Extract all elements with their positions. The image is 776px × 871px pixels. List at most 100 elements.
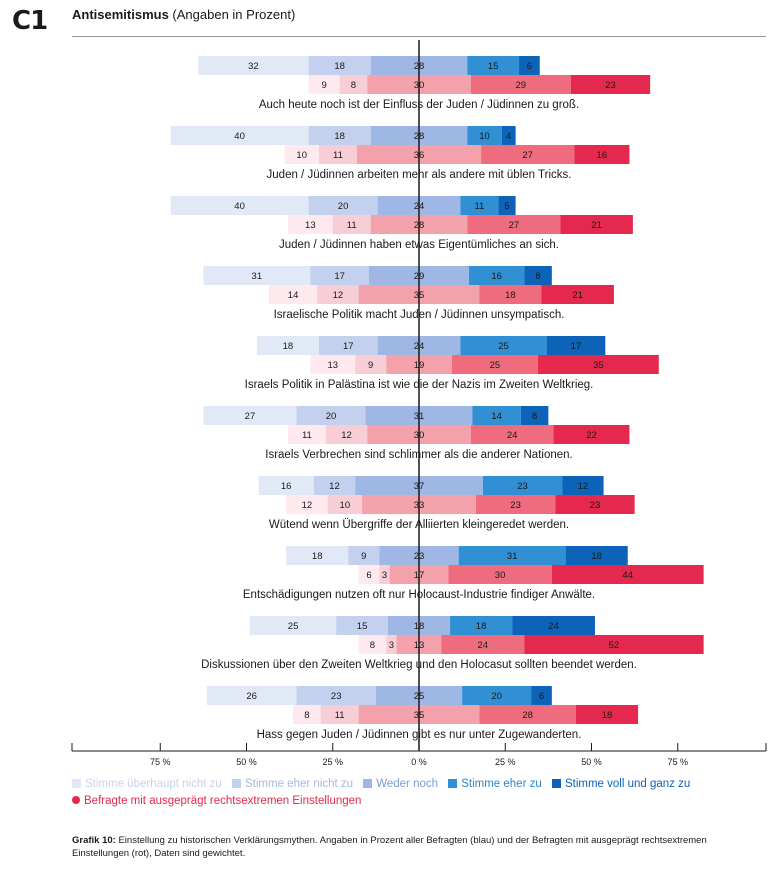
- bar-label-all-3-seg-5: 5: [504, 201, 509, 212]
- bar-label-all-9-seg-5: 24: [548, 621, 559, 632]
- bar-label-extreme-6-seg-1: 11: [302, 430, 312, 441]
- bar-label-all-10-seg-4: 20: [491, 691, 502, 702]
- bar-label-extreme-2-seg-2: 11: [333, 150, 343, 161]
- bar-label-all-7-seg-1: 16: [281, 481, 292, 492]
- caption-text: Einstellung zu historischen Verklärungsm…: [72, 835, 707, 859]
- bar-label-extreme-2-seg-5: 16: [597, 150, 608, 161]
- bar-label-all-7-seg-4: 23: [517, 481, 528, 492]
- bar-label-extreme-9-seg-2: 3: [389, 640, 394, 651]
- legend-item-extreme: Befragte mit ausgeprägt rechtsextremen E…: [72, 793, 361, 810]
- bar-label-extreme-1-seg-5: 23: [605, 80, 616, 91]
- bar-label-extreme-6-seg-2: 12: [341, 430, 352, 441]
- bar-label-all-10-seg-1: 26: [246, 691, 257, 702]
- bar-all-10-seg-2: [296, 686, 376, 705]
- bar-extreme-10-seg-1: [293, 705, 321, 724]
- bar-label-all-6-seg-4: 14: [491, 411, 502, 422]
- bar-all-10-seg-1: [206, 686, 297, 705]
- bar-label-extreme-10-seg-2: 11: [335, 710, 345, 721]
- bar-label-all-4-seg-2: 17: [334, 271, 345, 282]
- bar-label-all-2-seg-1: 40: [234, 131, 245, 142]
- legend-item-1: Stimme überhaupt nicht zu: [72, 776, 222, 793]
- legend-swatch-5: [551, 779, 561, 788]
- bar-all-8-seg-4: [458, 546, 566, 565]
- bar-all-5-seg-2: [318, 336, 378, 355]
- bar-label-extreme-5-seg-2: 9: [368, 360, 373, 371]
- bar-label-extreme-9-seg-1: 8: [370, 640, 375, 651]
- x-tick-label-7: 75 %: [667, 757, 688, 767]
- bar-label-all-5-seg-2: 17: [343, 341, 354, 352]
- bar-label-extreme-10-seg-1: 8: [304, 710, 309, 721]
- bar-extreme-7-seg-5: [555, 495, 635, 514]
- bar-extreme-7-seg-4: [475, 495, 556, 514]
- bar-all-2-seg-1: [170, 126, 309, 145]
- x-tick-label-6: 50 %: [581, 757, 602, 767]
- bar-extreme-10-seg-5: [575, 705, 639, 724]
- bar-extreme-7-seg-1: [286, 495, 328, 514]
- bar-label-all-8-seg-2: 9: [361, 551, 366, 562]
- category-label-5: Israels Politik in Palästina ist wie die…: [245, 379, 594, 391]
- bar-label-extreme-8-seg-2: 3: [382, 570, 387, 581]
- bar-extreme-5-seg-5: [538, 355, 659, 374]
- legend-item-2: Stimme eher nicht zu: [232, 776, 353, 793]
- bar-label-extreme-10-seg-4: 28: [522, 710, 533, 721]
- bar-extreme-2-seg-2: [318, 145, 357, 164]
- bar-extreme-3-seg-4: [467, 215, 561, 234]
- bar-all-6-seg-4: [472, 406, 521, 425]
- bar-label-extreme-3-seg-5: 21: [591, 220, 602, 231]
- bar-all-3-seg-4: [460, 196, 499, 215]
- bar-label-extreme-8-seg-4: 30: [495, 570, 506, 581]
- bar-label-all-10-seg-5: 6: [539, 691, 544, 702]
- chart-title: Antisemitismus (Angaben in Prozent): [72, 7, 295, 22]
- bar-all-4-seg-4: [469, 266, 525, 285]
- bar-all-3-seg-5: [498, 196, 516, 215]
- bar-label-all-7-seg-5: 12: [578, 481, 589, 492]
- bar-all-6-seg-5: [520, 406, 549, 425]
- bar-label-all-4-seg-1: 31: [252, 271, 263, 282]
- bar-extreme-6-seg-5: [553, 425, 630, 444]
- bar-extreme-2-seg-1: [284, 145, 319, 164]
- bar-label-all-1-seg-2: 18: [334, 61, 345, 72]
- bar-label-all-2-seg-5: 4: [506, 131, 511, 142]
- category-label-10: Hass gegen Juden / Jüdinnen gibt es nur …: [257, 729, 582, 741]
- bar-all-3-seg-2: [308, 196, 378, 215]
- bar-label-extreme-5-seg-4: 25: [490, 360, 501, 371]
- bar-all-1-seg-2: [308, 56, 371, 75]
- title-rest: (Angaben in Prozent): [168, 7, 296, 22]
- bar-all-7-seg-5: [562, 476, 604, 495]
- bar-extreme-5-seg-1: [310, 355, 356, 374]
- legend-swatch-4: [448, 779, 458, 788]
- bar-all-4-seg-2: [310, 266, 369, 285]
- bar-all-6-seg-1: [203, 406, 297, 425]
- bar-extreme-4-seg-5: [541, 285, 614, 304]
- bar-label-all-5-seg-1: 18: [283, 341, 294, 352]
- bar-all-10-seg-5: [531, 686, 552, 705]
- bar-extreme-8-seg-1: [358, 565, 380, 584]
- category-label-2: Juden / Jüdinnen arbeiten mehr als ander…: [267, 169, 572, 181]
- bar-label-all-2-seg-2: 18: [334, 131, 345, 142]
- legend-label-1: Stimme überhaupt nicht zu: [85, 778, 222, 790]
- bar-all-9-seg-4: [450, 616, 513, 635]
- bar-label-all-1-seg-4: 15: [488, 61, 499, 72]
- legend-swatch-2: [232, 779, 241, 788]
- bar-extreme-1-seg-2: [339, 75, 368, 94]
- bar-label-all-8-seg-5: 18: [591, 551, 602, 562]
- legend-swatch-3: [363, 779, 373, 788]
- bar-all-8-seg-1: [286, 546, 349, 565]
- x-tick-label-2: 50 %: [236, 757, 257, 767]
- bar-all-2-seg-4: [467, 126, 502, 145]
- bar-label-all-5-seg-5: 17: [571, 341, 582, 352]
- bar-label-extreme-7-seg-2: 10: [340, 500, 351, 511]
- bar-all-8-seg-5: [565, 546, 628, 565]
- bar-all-5-seg-1: [256, 336, 319, 355]
- category-label-8: Entschädigungen nutzen oft nur Holocaust…: [243, 589, 595, 601]
- bar-label-all-2-seg-4: 10: [479, 131, 490, 142]
- x-tick-label-1: 75 %: [150, 757, 171, 767]
- bar-label-extreme-4-seg-4: 18: [505, 290, 516, 301]
- bar-all-1-seg-1: [198, 56, 309, 75]
- legend-label-4: Stimme eher zu: [461, 778, 542, 790]
- bar-all-5-seg-4: [460, 336, 547, 355]
- bar-all-1-seg-5: [519, 56, 540, 75]
- bar-extreme-5-seg-2: [355, 355, 387, 374]
- bar-label-all-9-seg-2: 15: [357, 621, 368, 632]
- bar-extreme-2-seg-5: [574, 145, 630, 164]
